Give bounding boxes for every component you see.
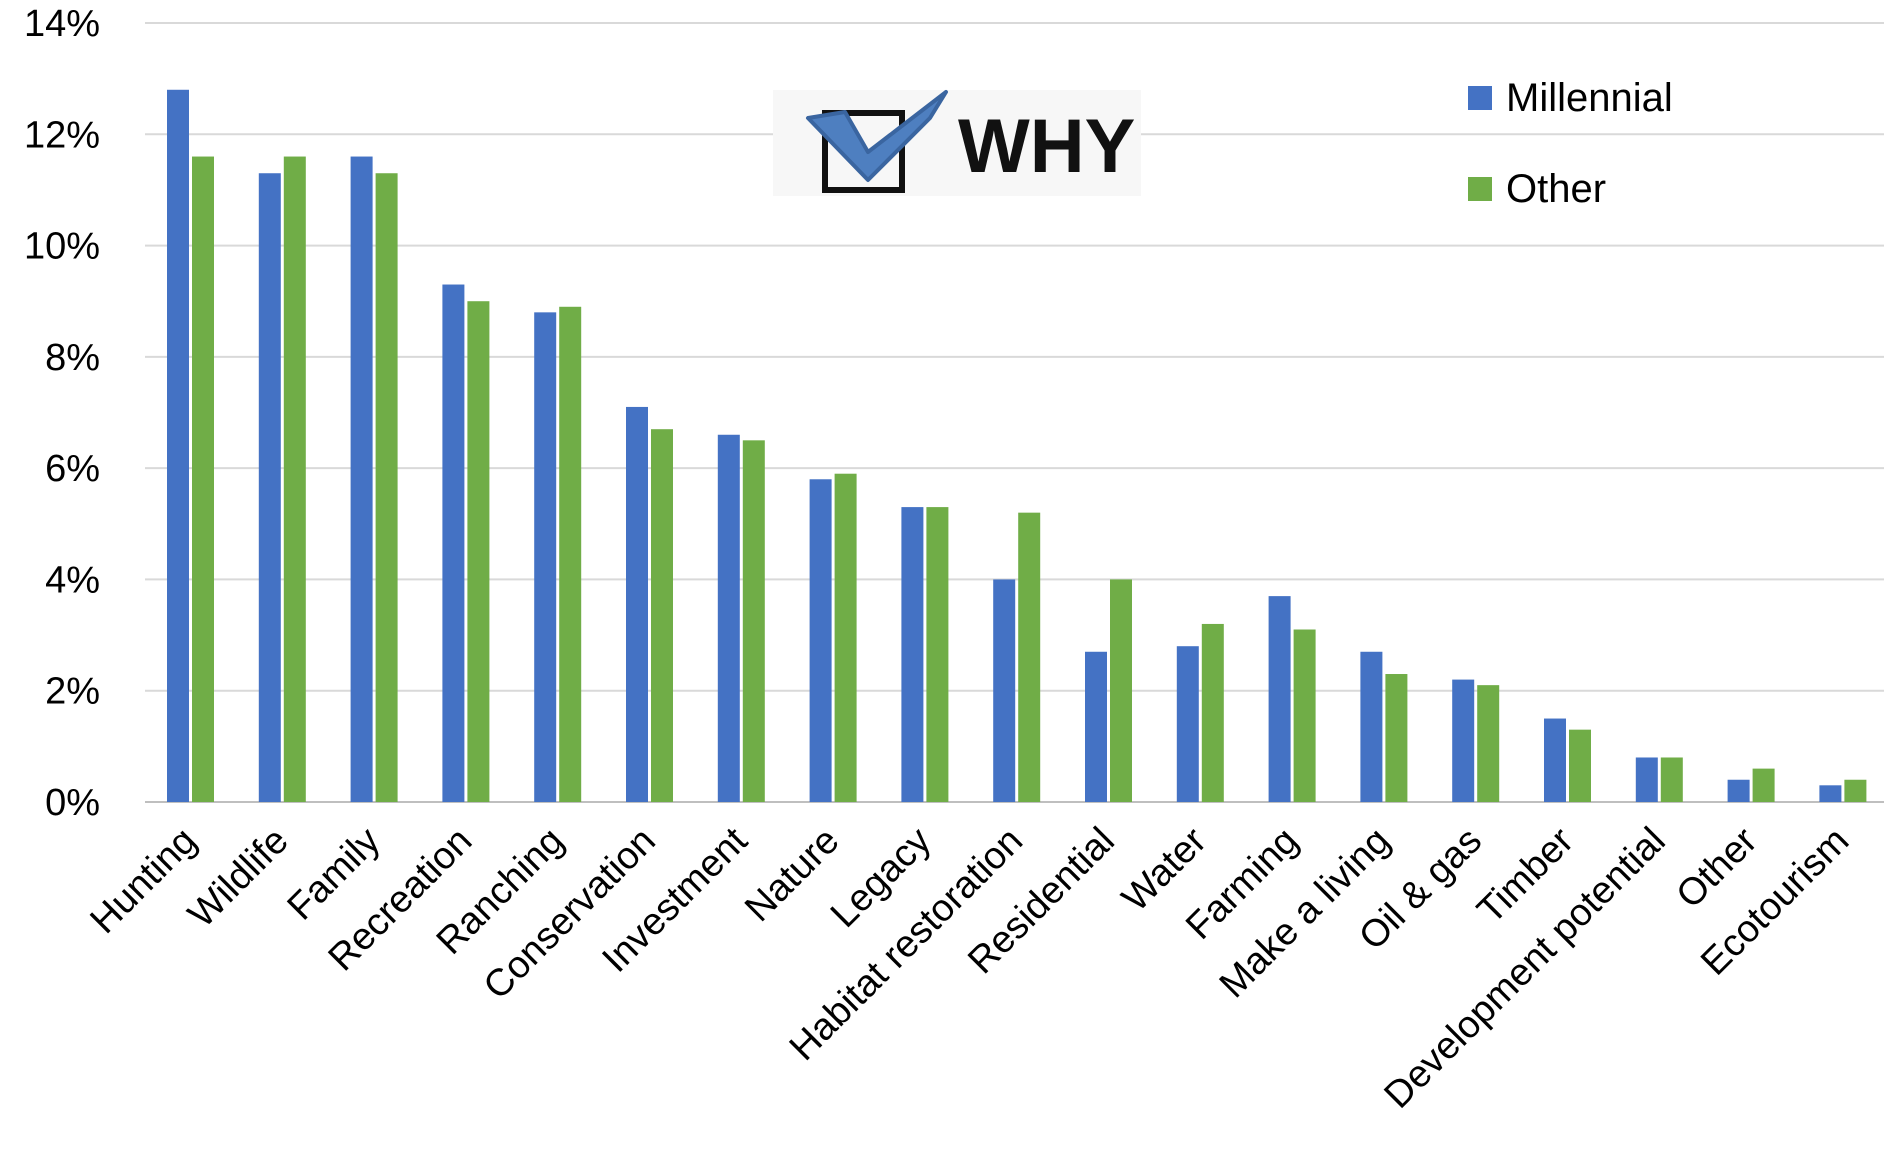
legend-item-other: Other [1468, 167, 1606, 211]
bar-millennial-wildlife [259, 173, 281, 802]
legend-label-millennial: Millennial [1506, 76, 1673, 120]
bar-other-oil-gas [1477, 685, 1499, 802]
bar-other-legacy [926, 507, 948, 802]
bar-millennial-timber [1544, 719, 1566, 802]
bar-millennial-investment [718, 435, 740, 802]
y-tick-label: 6% [45, 448, 100, 490]
bar-other-hunting [192, 157, 214, 802]
y-tick-label: 2% [45, 671, 100, 713]
x-tick-label: Wildlife [180, 820, 296, 936]
y-tick-label: 12% [24, 114, 100, 156]
y-tick-label: 8% [45, 337, 100, 379]
bar-millennial-habitat-restoration [993, 579, 1015, 802]
bar-millennial-conservation [626, 407, 648, 802]
bar-millennial-farming [1269, 596, 1291, 802]
y-tick-label: 4% [45, 559, 100, 601]
bar-other-recreation [467, 301, 489, 802]
legend-label-other: Other [1506, 167, 1606, 211]
bar-other-other [1753, 769, 1775, 802]
y-tick-label: 0% [45, 782, 100, 824]
bar-millennial-hunting [167, 90, 189, 802]
bar-millennial-other [1728, 780, 1750, 802]
bar-other-development-potential [1661, 757, 1683, 802]
bar-other-timber [1569, 730, 1591, 802]
legend: Millennial Other [1468, 76, 1673, 211]
bar-other-family [376, 173, 398, 802]
bar-millennial-make-a-living [1360, 652, 1382, 802]
why-logo: WHY [773, 90, 1141, 196]
bar-millennial-recreation [442, 285, 464, 802]
x-axis-labels: HuntingWildlifeFamilyRecreationRanchingC… [83, 819, 1858, 1116]
bar-other-habitat-restoration [1018, 513, 1040, 802]
legend-item-millennial: Millennial [1468, 76, 1673, 120]
legend-swatch-millennial [1468, 86, 1492, 110]
y-axis-ticks: 0% 2% 4% 6% 8% 10% 12% 14% [24, 3, 100, 824]
bar-millennial-oil-gas [1452, 680, 1474, 802]
bar-other-conservation [651, 429, 673, 802]
bar-millennial-residential [1085, 652, 1107, 802]
y-tick-label: 10% [24, 226, 100, 268]
bar-other-wildlife [284, 157, 306, 802]
x-tick-label: Hunting [83, 820, 205, 942]
bar-millennial-ecotourism [1819, 785, 1841, 802]
y-tick-label: 14% [24, 3, 100, 45]
bar-millennial-ranching [534, 312, 556, 802]
legend-swatch-other [1468, 177, 1492, 201]
bar-other-residential [1110, 579, 1132, 802]
bar-millennial-family [351, 157, 373, 802]
logo-text: WHY [958, 104, 1135, 189]
bar-millennial-legacy [901, 507, 923, 802]
bars [167, 90, 1866, 802]
bar-other-ranching [559, 307, 581, 802]
bar-millennial-development-potential [1636, 757, 1658, 802]
bar-other-ecotourism [1844, 780, 1866, 802]
bar-other-farming [1294, 630, 1316, 802]
bar-other-investment [743, 440, 765, 802]
bar-millennial-water [1177, 646, 1199, 802]
bar-other-nature [835, 474, 857, 802]
bar-other-make-a-living [1385, 674, 1407, 802]
bar-other-water [1202, 624, 1224, 802]
bar-millennial-nature [810, 479, 832, 802]
